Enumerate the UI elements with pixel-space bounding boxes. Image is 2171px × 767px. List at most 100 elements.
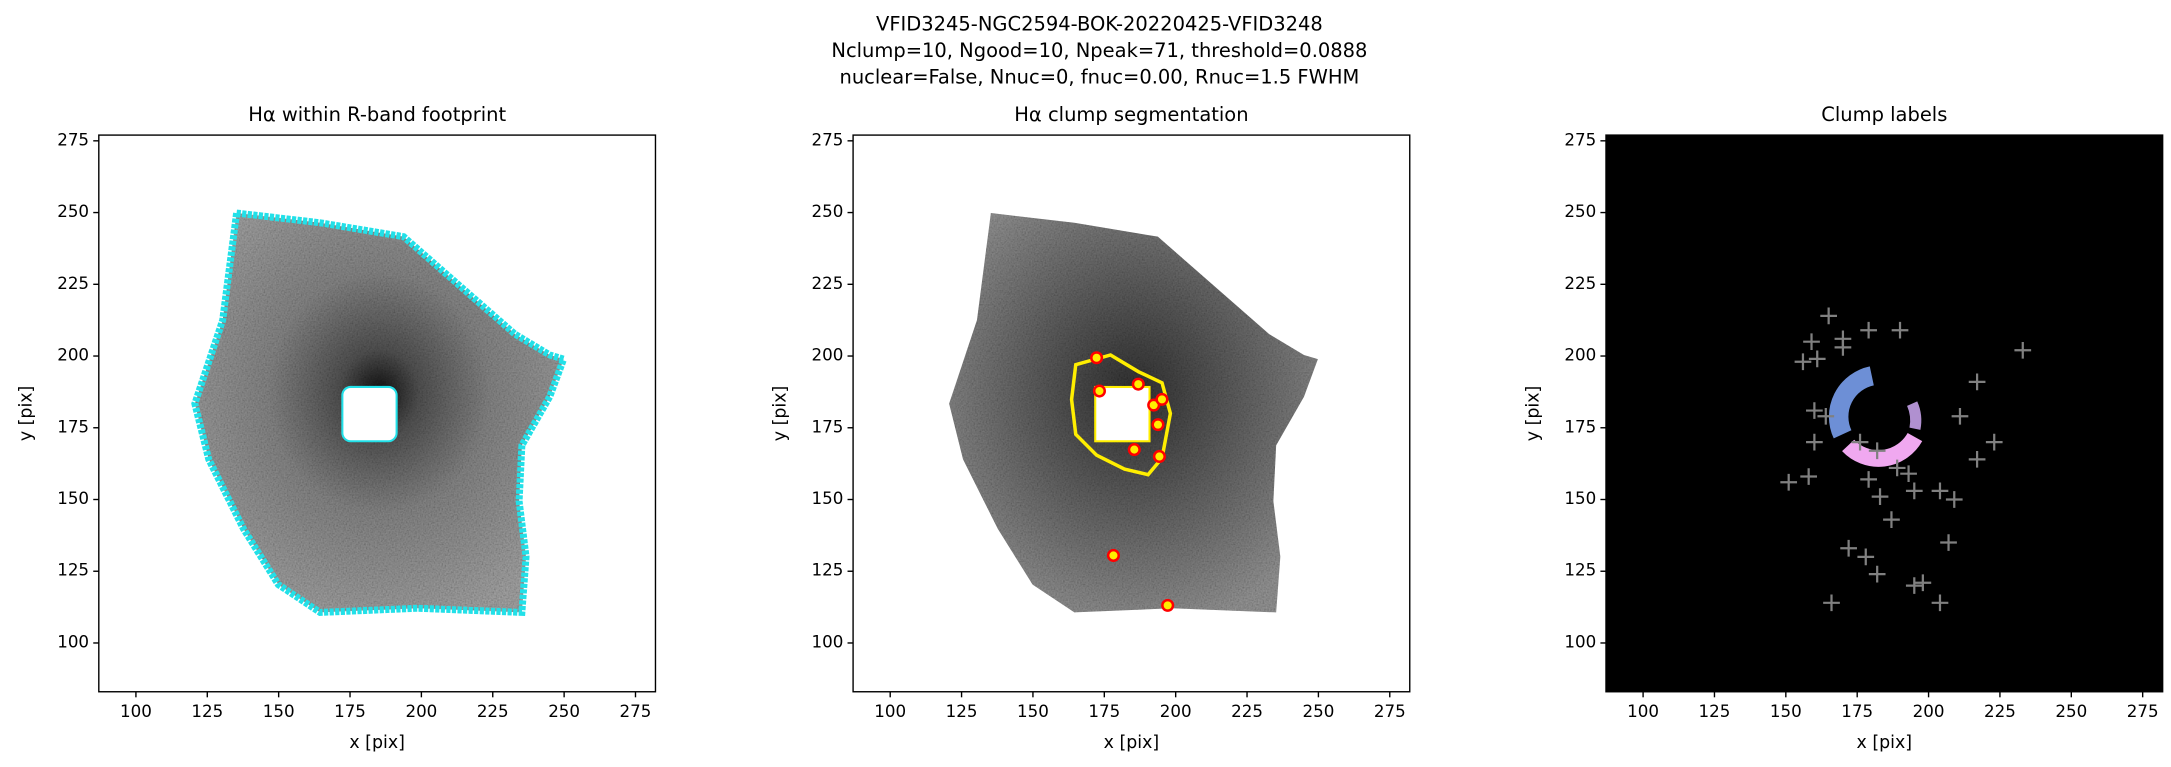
peak-marker xyxy=(1860,471,1877,488)
peak-marker xyxy=(1857,548,1875,566)
peak-marker xyxy=(1806,402,1823,419)
y-tick-label: 200 xyxy=(1564,345,1596,365)
peak-marker xyxy=(1888,459,1906,477)
peak-marker xyxy=(1968,450,1986,468)
peak-marker xyxy=(1840,539,1857,557)
x-tick-label: 250 xyxy=(2055,701,2087,721)
clump-marker xyxy=(1090,351,1104,365)
y-tick-label: 100 xyxy=(57,631,89,651)
label-image xyxy=(1605,135,2163,692)
y-tick-label: 225 xyxy=(57,273,89,293)
x-tick-label: 275 xyxy=(620,701,652,721)
x-tick-label: 225 xyxy=(477,701,509,721)
x-tick-label: 200 xyxy=(1913,701,1945,721)
peak-marker xyxy=(1883,511,1900,528)
peak-marker xyxy=(1905,577,1923,594)
peak-marker xyxy=(1914,574,1932,592)
peak-marker xyxy=(1945,491,1963,508)
suptitle: VFID3245-NGC2594-BOK-20220425-VFID3248 xyxy=(876,13,1323,36)
y-axis-label: y [pix] xyxy=(771,386,791,442)
peak-marker xyxy=(1891,321,1909,339)
y-tick-label: 175 xyxy=(811,416,843,436)
clump-marker xyxy=(1155,392,1169,406)
x-tick-label: 200 xyxy=(1160,701,1192,721)
peak-marker xyxy=(1823,594,1840,612)
masked-center xyxy=(341,385,398,443)
clump-region xyxy=(1828,366,1875,439)
y-tick-label: 125 xyxy=(57,560,89,580)
clump-region xyxy=(1906,401,1922,430)
peak-marker xyxy=(1951,407,1969,425)
x-axis-label: x [pix] xyxy=(1104,733,1160,753)
x-tick-label: 175 xyxy=(1841,701,1873,721)
clump-marker xyxy=(1161,598,1175,612)
x-tick-label: 175 xyxy=(1088,701,1120,721)
peak-marker xyxy=(1780,473,1798,491)
peak-marker xyxy=(1931,594,1949,612)
peak-marker xyxy=(1900,465,1917,483)
y-tick-label: 150 xyxy=(57,488,89,508)
y-tick-label: 275 xyxy=(811,129,843,149)
peak-marker xyxy=(2014,341,2032,359)
suptitle: Nclump=10, Ngood=10, Npeak=71, threshold… xyxy=(831,39,1367,62)
peak-marker xyxy=(1871,488,1889,505)
x-tick-label: 275 xyxy=(1374,701,1406,721)
x-tick-label: 225 xyxy=(1984,701,2016,721)
clump-marker xyxy=(1106,548,1120,562)
y-tick-label: 250 xyxy=(811,201,843,221)
x-tick-label: 150 xyxy=(1017,701,1049,721)
peak-marker xyxy=(1968,373,1986,391)
x-tick-label: 250 xyxy=(548,701,580,721)
x-tick-label: 100 xyxy=(1627,701,1659,721)
peak-marker xyxy=(1905,482,1923,500)
suptitle: nuclear=False, Nnuc=0, fnuc=0.00, Rnuc=1… xyxy=(840,66,1360,89)
peak-marker xyxy=(1851,433,1869,451)
y-tick-label: 250 xyxy=(1564,201,1596,221)
x-tick-label: 200 xyxy=(405,701,437,721)
axes-frame xyxy=(852,134,1411,693)
x-axis-label: x [pix] xyxy=(1857,733,1913,753)
y-tick-label: 125 xyxy=(1564,560,1596,580)
peak-marker xyxy=(1985,433,2003,451)
clump-marker xyxy=(1131,377,1145,391)
axes-title: Hα within R-band footprint xyxy=(248,103,506,126)
peak-marker xyxy=(1820,307,1837,325)
x-tick-label: 250 xyxy=(1302,701,1334,721)
peak-marker xyxy=(1868,565,1886,583)
peak-marker xyxy=(1800,468,1818,485)
peak-marker xyxy=(1931,482,1949,500)
y-axis-label: y [pix] xyxy=(1524,386,1544,442)
peak-marker xyxy=(1817,407,1835,425)
y-tick-label: 150 xyxy=(1564,488,1596,508)
y-tick-label: 225 xyxy=(811,273,843,293)
axes-title: Hα clump segmentation xyxy=(1014,103,1248,126)
y-tick-label: 175 xyxy=(1564,416,1596,436)
y-tick-label: 225 xyxy=(1564,273,1596,293)
clump-marker xyxy=(1151,418,1165,432)
axes-frame xyxy=(1605,134,2164,693)
y-tick-label: 200 xyxy=(57,345,89,365)
x-axis-label: x [pix] xyxy=(349,733,405,753)
peak-marker xyxy=(1806,433,1823,451)
y-tick-label: 275 xyxy=(57,129,89,149)
y-tick-label: 175 xyxy=(57,416,89,436)
axes-frame xyxy=(98,134,657,693)
x-tick-label: 225 xyxy=(1231,701,1263,721)
masked-center xyxy=(1094,385,1151,443)
x-tick-label: 125 xyxy=(191,701,223,721)
x-tick-label: 125 xyxy=(946,701,978,721)
clump-marker xyxy=(1092,384,1106,398)
clump-marker xyxy=(1127,443,1141,457)
x-tick-label: 100 xyxy=(874,701,906,721)
peak-marker xyxy=(1794,353,1812,371)
x-tick-label: 175 xyxy=(334,701,366,721)
y-tick-label: 250 xyxy=(57,201,89,221)
peak-marker xyxy=(1803,333,1820,351)
x-tick-label: 150 xyxy=(263,701,295,721)
footprint-contour xyxy=(191,209,569,617)
peak-marker xyxy=(1808,350,1826,368)
x-tick-label: 150 xyxy=(1770,701,1802,721)
clump-marker xyxy=(1152,449,1166,464)
peak-marker xyxy=(1868,442,1886,460)
